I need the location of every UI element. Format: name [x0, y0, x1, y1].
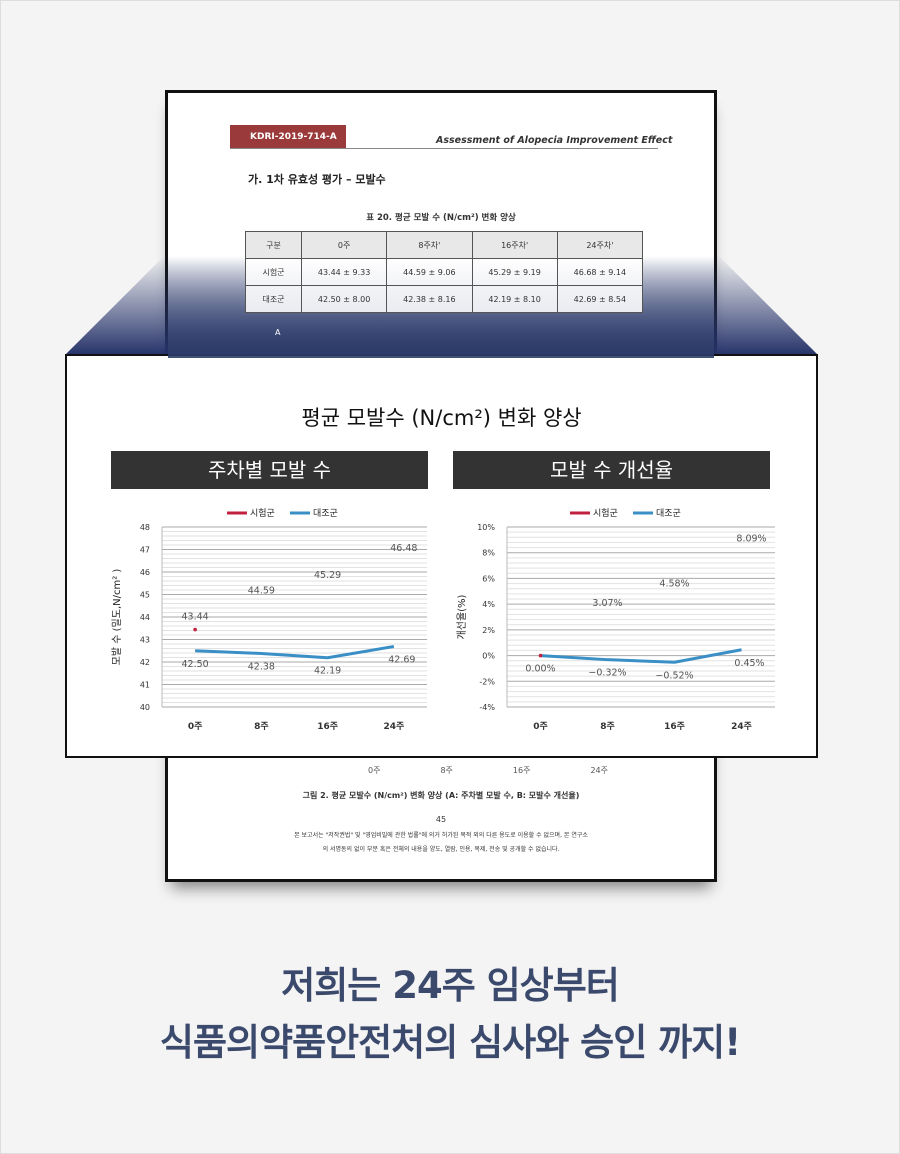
series-line-control — [540, 648, 742, 664]
figure-caption: 그림 2. 평균 모발수 (N/cm²) 변화 양상 (A: 주차별 모발 수,… — [302, 791, 580, 800]
table-header: 8주차' — [386, 231, 473, 259]
y-tick-label: 43 — [140, 636, 150, 645]
legend-label: 시험군 — [250, 508, 275, 519]
data-label: 4.58% — [659, 579, 689, 590]
x-tick-label: 0주 — [188, 721, 203, 732]
header-divider — [230, 148, 658, 149]
y-tick-label: -2% — [479, 677, 495, 686]
data-label: 44.59 — [248, 586, 275, 597]
data-label: 45.29 — [314, 570, 341, 581]
headline-line-1: 저희는 24주 임상부터 — [281, 964, 620, 1007]
y-tick-label: -4% — [479, 703, 495, 712]
page-number: 45 — [435, 815, 447, 824]
table-header: 구분 — [245, 231, 302, 259]
copyright-notice: 본 보고서는 "저작권법" 및 "영업비밀에 관한 법률"에 의거 허가된 목적… — [294, 832, 588, 839]
y-tick-label: 47 — [140, 546, 150, 555]
data-label: 0.00% — [525, 664, 555, 675]
x-tick-label: 8주 — [254, 721, 269, 732]
y-tick-label: 46 — [140, 568, 150, 577]
copyright-notice: 의 서명동의 없이 부분 혹은 전체의 내용을 양도, 열람, 인용, 복제, … — [322, 846, 560, 853]
y-tick-label: 8% — [482, 549, 495, 558]
chart-highlight-box: 평균 모발수 (N/cm²) 변화 양상 주차별 모발 수 모발 수 개선율 4… — [65, 354, 818, 758]
report-header-title: Assessment of Alopecia Improvement Effec… — [436, 135, 673, 146]
data-label: 42.69 — [388, 654, 415, 665]
data-label: 3.07% — [592, 598, 622, 609]
section-title: 가. 1차 유효성 평가 – 모발수 — [248, 173, 386, 186]
data-label: 46.48 — [390, 543, 417, 554]
table-cell: 43.44 ± 9.33 — [300, 258, 388, 286]
report-code: KDRI-2019-714-A — [230, 125, 346, 149]
y-tick-label: 4% — [482, 600, 495, 609]
legend-label: 대조군 — [656, 508, 681, 519]
table-header: 16주차' — [471, 231, 558, 259]
data-label: 0.45% — [734, 658, 764, 669]
series-point-test — [538, 653, 543, 658]
data-label: −0.52% — [655, 670, 693, 681]
data-label: 42.38 — [248, 661, 275, 672]
table-cell: 46.68 ± 9.14 — [556, 258, 644, 286]
legend-label: 시험군 — [593, 508, 618, 519]
series-point-test — [193, 627, 197, 632]
box-title: 평균 모발수 (N/cm²) 변화 양상 — [301, 406, 582, 430]
x-tick-label: 16주 — [317, 721, 338, 732]
y-tick-label: 41 — [140, 681, 150, 690]
data-label: 8.09% — [736, 534, 766, 545]
y-axis-label: 개선율(%) — [456, 594, 468, 639]
table-cell: 45.29 ± 9.19 — [471, 258, 558, 286]
panel-title: 모발 수 개선율 — [453, 451, 770, 489]
x-tick-label: 0주 — [533, 721, 548, 732]
doc-axis-label: 8주 — [440, 766, 453, 775]
table-cell: 대조군 — [245, 285, 302, 313]
doc-axis-label: 16주 — [512, 766, 531, 775]
doc-axis-label: 24주 — [590, 766, 608, 775]
data-label: −0.32% — [588, 668, 626, 679]
panel-label: A — [275, 328, 281, 337]
table-cell: 42.38 ± 8.16 — [386, 285, 473, 313]
table-cell: 44.59 ± 9.06 — [386, 258, 473, 286]
y-tick-label: 10% — [477, 523, 495, 532]
improvement-rate-chart: -4% -2% 0% 2% 4% 6% 8% 10% 0주 8주 16주 24주 개선율(%) 시험군 대조… — [456, 508, 775, 732]
y-tick-label: 48 — [140, 523, 150, 532]
y-tick-label: 0% — [482, 652, 495, 661]
headline-line-2: 식품의약품안전처의 심사와 승인 까지! — [159, 1021, 741, 1064]
hair-count-table: 구분 0주 8주차' 16주차' 24주차' 시험군 43.44 ± 9.33 … — [245, 231, 644, 313]
table-cell: 42.50 ± 8.00 — [300, 285, 388, 313]
y-tick-label: 6% — [482, 574, 495, 583]
y-tick-label: 40 — [140, 703, 150, 712]
hair-count-chart: 40 41 42 43 44 45 46 47 48 0주 8주 16주 24주 모발 수 (밀도,N/c… — [111, 508, 427, 732]
y-tick-label: 44 — [140, 613, 150, 622]
table-cell: 42.69 ± 8.54 — [556, 285, 644, 313]
y-axis-label: 모발 수 (밀도,N/cm² ) — [111, 569, 123, 666]
table-header: 0주 — [300, 231, 388, 259]
x-tick-label: 24주 — [731, 721, 752, 732]
x-tick-label: 16주 — [664, 721, 685, 732]
x-tick-label: 24주 — [383, 721, 404, 732]
table-row: 시험군 43.44 ± 9.33 44.59 ± 9.06 45.29 ± 9.… — [245, 258, 644, 286]
table-cell: 42.19 ± 8.10 — [471, 285, 558, 313]
y-tick-label: 2% — [482, 626, 495, 635]
table-row: 대조군 42.50 ± 8.00 42.38 ± 8.16 42.19 ± 8.… — [245, 285, 644, 313]
doc-axis-label: 0주 — [368, 766, 381, 775]
table-cell: 시험군 — [245, 258, 302, 286]
doc-axis-labels: 0주 8주 16주 24주 — [368, 765, 608, 776]
table-header: 24주차' — [556, 231, 644, 259]
table-header-row: 구분 0주 8주차' 16주차' 24주차' — [245, 231, 644, 259]
x-tick-label: 8주 — [600, 721, 615, 732]
data-label: 43.44 — [182, 612, 209, 623]
y-tick-label: 45 — [140, 591, 150, 600]
y-tick-label: 42 — [140, 658, 150, 667]
data-label: 42.19 — [314, 666, 341, 677]
series-line-control — [195, 644, 395, 660]
table-caption: 표 20. 평균 모발 수 (N/cm²) 변화 양상 — [366, 213, 516, 223]
panel-title: 주차별 모발 수 — [111, 451, 428, 489]
data-label: 42.50 — [182, 659, 209, 670]
legend-label: 대조군 — [313, 508, 338, 519]
